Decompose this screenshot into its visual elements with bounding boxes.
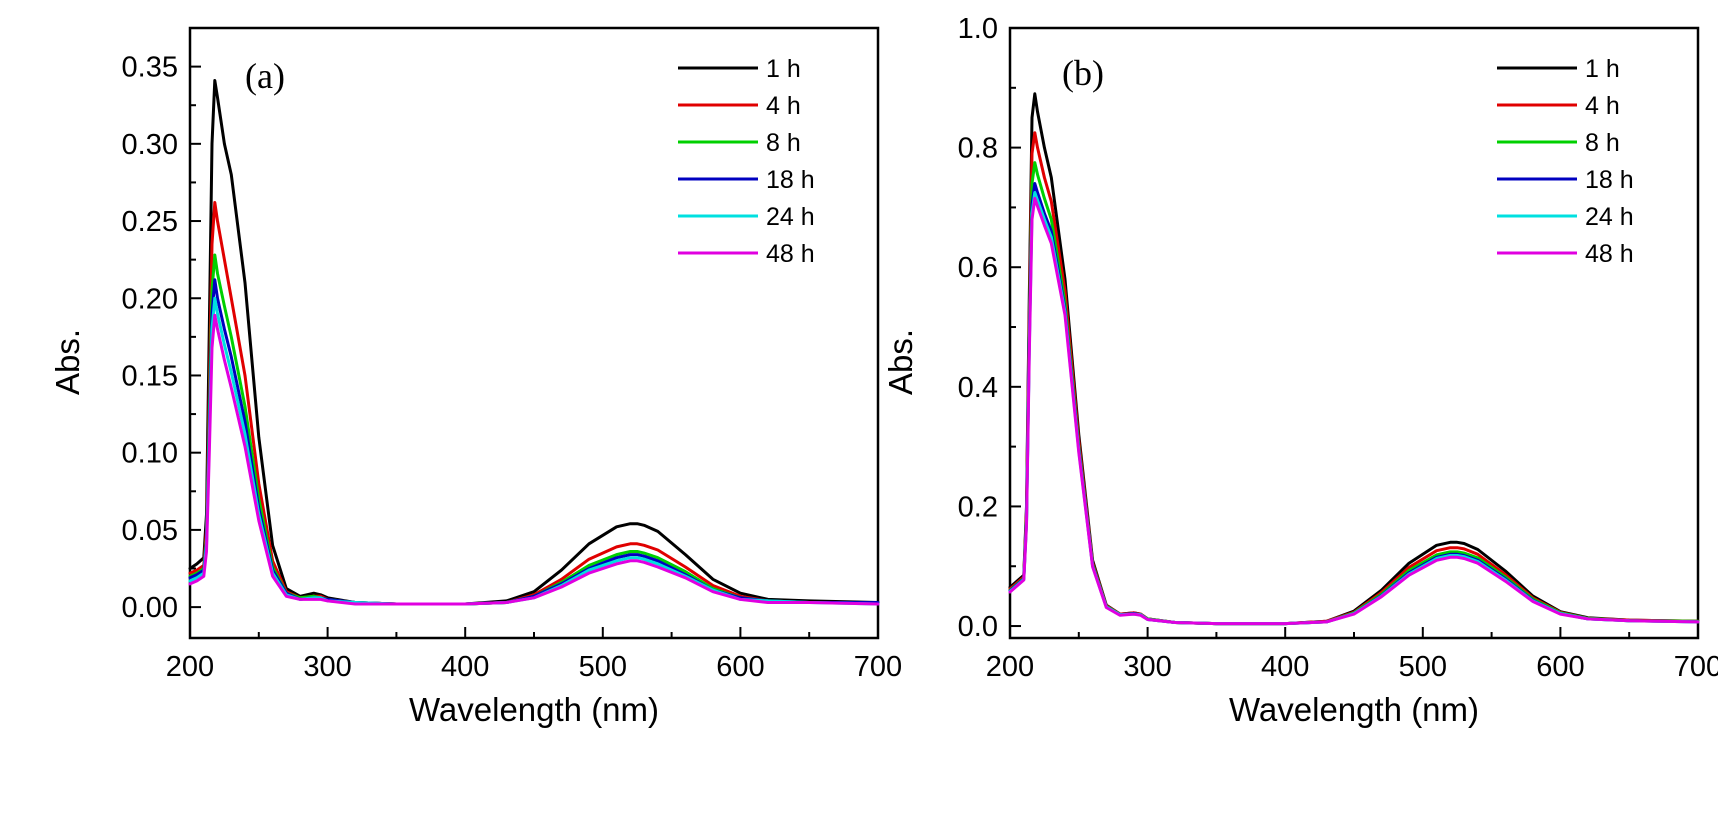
y-tick-label-a-4: 0.20: [122, 283, 178, 315]
series-line-a-3: [188, 278, 880, 606]
legend-label-b-0: 1 h: [1585, 55, 1620, 83]
y-tick-label-b-2: 0.4: [958, 372, 998, 404]
x-tick-label-b-3: 500: [1399, 651, 1447, 683]
panel-label-a: (a): [245, 56, 285, 96]
legend-label-a-0: 1 h: [766, 55, 801, 83]
legend-label-b-1: 4 h: [1585, 92, 1620, 120]
x-tick-label-a-0: 200: [166, 651, 214, 683]
y-tick-label-a-5: 0.25: [122, 206, 178, 238]
legend-label-b-4: 24 h: [1585, 203, 1634, 231]
y-axis-title-a: Abs.: [49, 329, 86, 395]
y-axis-title-b: Abs.: [882, 329, 919, 395]
x-tick-label-b-4: 600: [1536, 651, 1584, 683]
series-line-a-5: [188, 313, 880, 606]
x-axis-title-b: Wavelength (nm): [1229, 691, 1479, 728]
legend-label-a-2: 8 h: [766, 129, 801, 157]
series-line-b-2: [1008, 161, 1700, 626]
x-tick-label-b-0: 200: [986, 651, 1034, 683]
legend-label-a-1: 4 h: [766, 92, 801, 120]
y-tick-label-b-4: 0.8: [958, 133, 998, 165]
legend-label-a-4: 24 h: [766, 203, 815, 231]
legend-label-b-5: 48 h: [1585, 240, 1634, 268]
y-tick-label-b-1: 0.2: [958, 491, 998, 523]
panel-label-b: (b): [1062, 53, 1104, 93]
x-tick-label-a-2: 400: [441, 651, 489, 683]
panel-b: (b) Wavelength (nm) Abs. 200 300 400 500 600…: [882, 13, 1718, 728]
y-tick-label-b-5: 1.0: [958, 13, 998, 45]
y-tick-label-b-3: 0.6: [958, 252, 998, 284]
x-tick-label-b-1: 300: [1123, 651, 1171, 683]
y-tick-label-b-0: 0.0: [958, 611, 998, 643]
x-tick-label-b-2: 400: [1261, 651, 1309, 683]
y-tick-label-a-2: 0.10: [122, 438, 178, 470]
panel-a: (a) Wavelength (nm) Abs. 200 300 400 500 600…: [49, 26, 902, 728]
series-line-a-2: [188, 253, 880, 606]
y-tick-label-a-0: 0.00: [122, 592, 178, 624]
x-tick-label-a-4: 600: [716, 651, 764, 683]
y-tick-label-a-6: 0.30: [122, 129, 178, 161]
x-tick-label-a-1: 300: [303, 651, 351, 683]
x-tick-label-a-3: 500: [579, 651, 627, 683]
legend-label-b-2: 8 h: [1585, 129, 1620, 157]
legend-label-a-5: 48 h: [766, 240, 815, 268]
series-line-a-4: [188, 296, 880, 606]
series-line-a-0: [188, 79, 880, 606]
x-tick-label-b-5: 700: [1674, 651, 1718, 683]
x-axis-title-a: Wavelength (nm): [409, 691, 659, 728]
y-tick-label-a-7: 0.35: [122, 52, 178, 84]
x-tick-label-a-5: 700: [854, 651, 902, 683]
legend-label-b-3: 18 h: [1585, 166, 1634, 194]
legend-label-a-3: 18 h: [766, 166, 815, 194]
series-line-b-5: [1008, 196, 1700, 626]
y-tick-label-a-3: 0.15: [122, 360, 178, 392]
y-tick-label-a-1: 0.05: [122, 515, 178, 547]
